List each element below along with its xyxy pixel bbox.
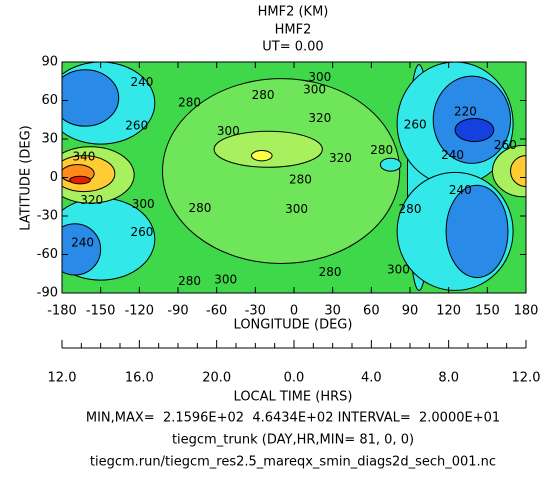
contour-label: 280 — [252, 88, 275, 102]
local-time-tick-label: 12.0 — [48, 371, 77, 386]
contour-label: 300 — [132, 197, 155, 211]
contour-region — [69, 175, 91, 185]
contour-label: 220 — [454, 105, 477, 119]
contour-label: 300 — [285, 202, 308, 216]
contour-label: 280 — [370, 143, 393, 157]
contour-label: 280 — [178, 96, 201, 110]
local-time-tick-label: 8.0 — [438, 371, 459, 386]
contour-region — [379, 157, 402, 172]
contour-region — [454, 117, 495, 143]
contour-label: 300 — [214, 273, 237, 287]
x-tick-label: 180 — [514, 304, 539, 319]
chart-subtitle: HMF2 — [275, 23, 312, 38]
local-time-tick-label: 12.0 — [512, 371, 541, 386]
y-tick-label: -30 — [37, 209, 58, 224]
local-time-tick-label: 20.0 — [202, 371, 231, 386]
contour-label: 300 — [217, 124, 240, 138]
local-time-label: LOCAL TIME (HRS) — [234, 390, 353, 405]
contour-label: 240 — [130, 75, 153, 89]
contour-region — [213, 130, 323, 168]
contour-label: 240 — [449, 183, 472, 197]
y-tick-label: 90 — [41, 55, 58, 70]
y-tick-label: -90 — [37, 286, 58, 301]
contour-label: 280 — [289, 173, 312, 187]
footer-line: tiegcm.run/tiegcm_res2.5_mareqx_smin_dia… — [90, 455, 496, 470]
contour-label: 260 — [404, 117, 427, 131]
contour-region — [162, 78, 401, 264]
contour-label: 320 — [308, 111, 331, 125]
contour-label: 320 — [80, 193, 103, 207]
chart-title: HMF2 (KM) — [258, 5, 329, 20]
x-tick-label: -120 — [125, 304, 155, 319]
contour-label: 340 — [72, 149, 95, 163]
local-time-tick-label: 0.0 — [284, 371, 305, 386]
contour-label: 280 — [399, 202, 422, 216]
contour-label: 300 — [387, 262, 410, 276]
contour-region — [62, 223, 102, 276]
contour-label: 240 — [441, 148, 464, 162]
contour-label: 280 — [319, 265, 342, 279]
x-tick-label: -60 — [206, 304, 227, 319]
ut-label: UT= 0.00 — [262, 40, 323, 55]
x-tick-label: 0 — [290, 304, 298, 319]
y-axis-label: LATITUDE (DEG) — [19, 125, 34, 230]
y-tick-label: 0 — [50, 170, 58, 185]
contour-label: 260 — [494, 138, 517, 152]
x-tick-label: -180 — [47, 304, 77, 319]
x-tick-label: 30 — [324, 304, 341, 319]
x-tick-label: 90 — [402, 304, 419, 319]
local-time-tick-label: 16.0 — [125, 371, 154, 386]
y-tick-label: 60 — [41, 93, 58, 108]
x-axis-label: LONGITUDE (DEG) — [234, 318, 353, 333]
contour-region — [250, 150, 273, 162]
y-tick-label: -60 — [37, 247, 58, 262]
x-tick-label: -30 — [245, 304, 266, 319]
footer-line: tiegcm_trunk (DAY,HR,MIN= 81, 0, 0) — [172, 433, 414, 448]
contour-label: 280 — [188, 201, 211, 215]
contour-label: 240 — [71, 235, 94, 249]
footer-line: MIN,MAX= 2.1596E+02 4.6434E+02 INTERVAL=… — [86, 411, 500, 426]
contour-label: 300 — [303, 83, 326, 97]
contour-label: 260 — [125, 119, 148, 133]
x-tick-label: 60 — [363, 304, 380, 319]
contour-label: 280 — [178, 274, 201, 288]
x-tick-label: 150 — [475, 304, 500, 319]
x-tick-label: -150 — [86, 304, 116, 319]
local-time-tick-label: 4.0 — [361, 371, 382, 386]
contour-label: 300 — [308, 70, 331, 84]
x-tick-label: -90 — [167, 304, 188, 319]
x-tick-label: 120 — [436, 304, 461, 319]
y-tick-label: 30 — [41, 132, 58, 147]
contour-region — [62, 69, 120, 127]
contour-label: 320 — [329, 151, 352, 165]
contour-label: 260 — [130, 225, 153, 239]
contour-region — [445, 184, 509, 279]
